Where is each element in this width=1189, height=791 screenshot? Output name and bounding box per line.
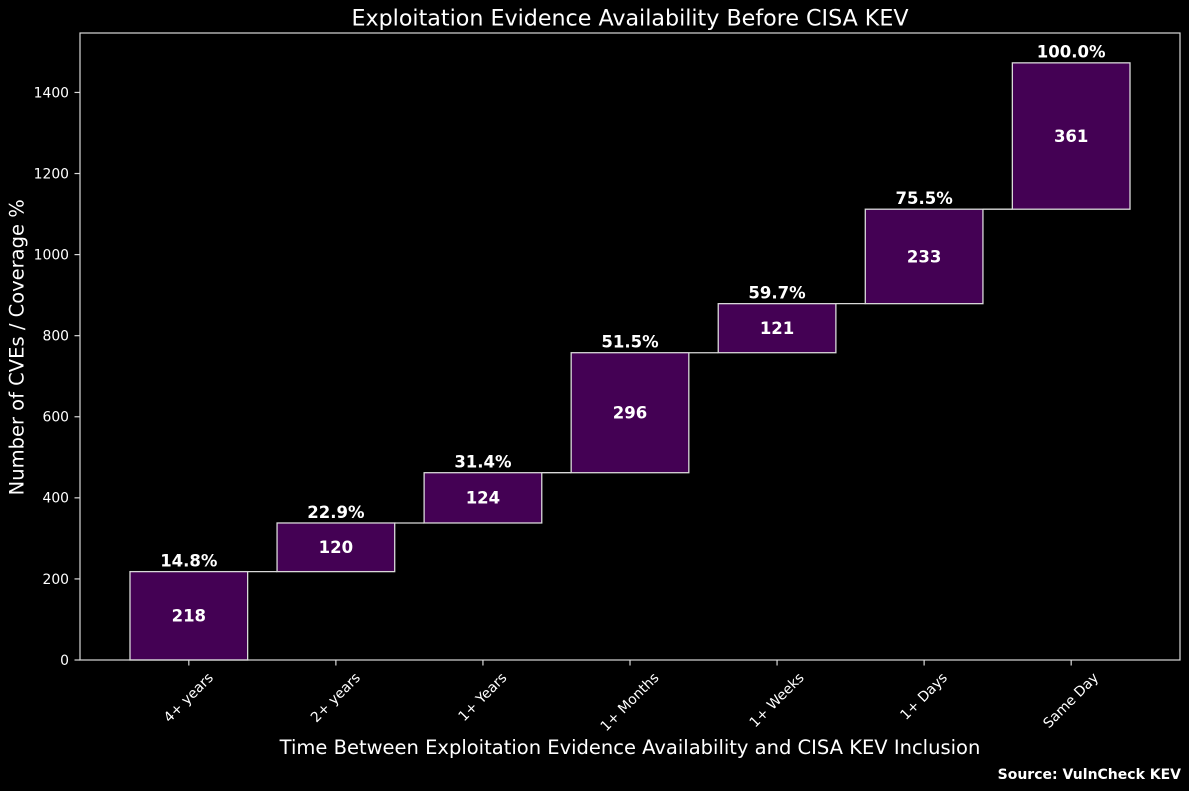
bar-value-label: 233 <box>907 247 941 266</box>
bar-percent-label: 100.0% <box>1037 43 1106 62</box>
bar-value-label: 124 <box>466 489 500 508</box>
y-tick-label: 400 <box>42 491 69 507</box>
x-tick-label: 1+ Days <box>897 670 950 723</box>
bar-percent-label: 51.5% <box>601 333 659 352</box>
y-tick-label: 600 <box>42 410 69 426</box>
waterfall-bar <box>423 472 543 524</box>
waterfall-bar <box>1011 62 1131 210</box>
x-tick-label: 2+ years <box>308 670 364 726</box>
bar-percent-label: 14.8% <box>160 551 218 570</box>
chart-dynamic-layer: 218 14.8% 120 22.9% 124 31.4% 296 51.5% 121 59.7%… <box>34 32 1181 735</box>
bar-value-label: 120 <box>319 538 353 557</box>
bar-percent-label: 22.9% <box>307 503 365 522</box>
bar-value-label: 296 <box>613 404 647 423</box>
x-tick-label: 1+ Weeks <box>747 670 808 731</box>
x-tick-label: 1+ Months <box>598 670 663 735</box>
y-tick-label: 0 <box>60 653 69 669</box>
y-tick-label: 200 <box>42 572 69 588</box>
waterfall-bar <box>570 352 690 474</box>
waterfall-bar <box>717 303 837 354</box>
x-axis-label: Time Between Exploitation Evidence Avail… <box>279 736 981 759</box>
bar-percent-label: 59.7% <box>748 283 806 302</box>
y-tick-label: 1400 <box>34 85 69 101</box>
x-tick-label: 1+ Years <box>456 670 511 725</box>
waterfall-bar <box>276 522 396 573</box>
y-tick-label: 800 <box>42 329 69 345</box>
x-tick-label: 4+ years <box>161 670 217 726</box>
source-credit: Source: VulnCheck KEV <box>998 767 1182 783</box>
bar-percent-label: 75.5% <box>895 189 953 208</box>
y-axis-label: Number of CVEs / Coverage % <box>6 199 29 495</box>
x-tick-label: Same Day <box>1040 670 1102 732</box>
waterfall-bar <box>864 208 984 305</box>
bar-value-label: 121 <box>760 319 794 338</box>
y-tick-label: 1200 <box>34 166 69 182</box>
chart-title: Exploitation Evidence Availability Befor… <box>351 6 908 32</box>
bar-value-label: 218 <box>172 607 206 626</box>
bar-value-label: 361 <box>1054 127 1088 146</box>
y-tick-label: 1000 <box>34 248 69 264</box>
bar-percent-label: 31.4% <box>454 453 512 472</box>
